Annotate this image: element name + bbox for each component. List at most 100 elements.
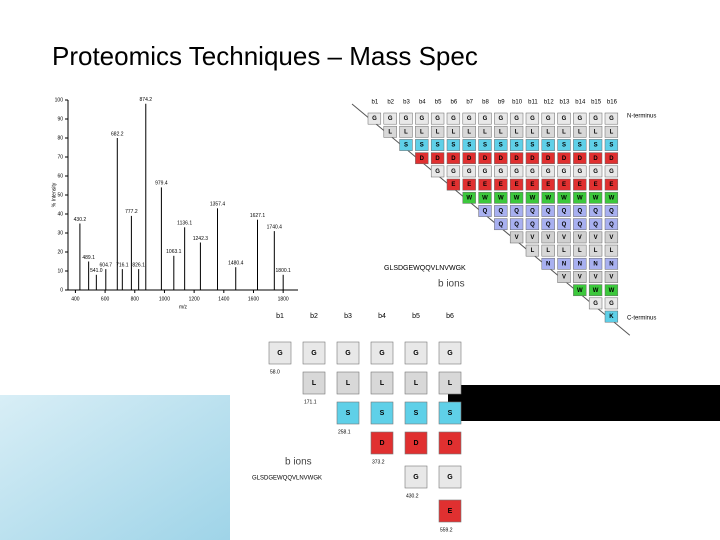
residue-cube <box>573 284 587 297</box>
ion-header: b11 <box>528 100 538 106</box>
residue-cube <box>557 152 571 165</box>
residue-letter: G <box>530 169 535 175</box>
residue-letter: V <box>578 275 582 281</box>
residue-cube <box>509 218 524 231</box>
residue-cube <box>438 401 462 425</box>
residue-letter: K <box>609 314 614 320</box>
residue-cube <box>573 165 587 178</box>
residue-cube <box>557 271 571 283</box>
residue-letter: Q <box>498 209 503 215</box>
residue-letter: S <box>346 410 351 417</box>
y-tick-label: 30 <box>57 230 63 236</box>
residue-letter: S <box>499 143 503 149</box>
residue-letter: E <box>578 182 582 188</box>
ion-header: b6 <box>451 100 458 106</box>
residue-letter: L <box>436 129 440 135</box>
residue-cube <box>604 257 619 270</box>
residue-cube <box>525 244 540 257</box>
residue-cube <box>557 165 571 178</box>
residue-cube <box>494 178 508 191</box>
residue-letter: G <box>345 350 351 357</box>
residue-letter: L <box>594 248 598 254</box>
residue-cube <box>494 125 508 138</box>
residue-cube <box>370 371 394 395</box>
ion-header: b5 <box>412 313 420 320</box>
peak-label: 541.0 <box>90 268 103 274</box>
residue-letter: L <box>594 129 598 135</box>
residue-cube <box>494 152 508 165</box>
residue-letter: Q <box>593 222 598 228</box>
spectrum: 400 600 800 1000 1200 1400 1600 1800 0 10 20 30 40 50… <box>51 97 298 310</box>
residue-letter: G <box>546 116 551 122</box>
residue-cube <box>573 244 587 257</box>
residue-letter: D <box>420 156 425 162</box>
residue-letter: L <box>546 129 550 135</box>
residue-letter: G <box>498 169 503 175</box>
residue-cube <box>604 231 619 244</box>
decor-bar <box>440 385 720 421</box>
residue-cube <box>588 244 603 257</box>
residue-cube <box>370 431 394 455</box>
ion-header: b1 <box>276 313 284 320</box>
residue-letter: L <box>531 248 535 254</box>
residue-letter: G <box>530 116 535 122</box>
residue-cube <box>588 165 603 178</box>
residue-letter: G <box>577 169 582 175</box>
residue-cube <box>557 257 571 270</box>
ion-mass: 430.2 <box>406 493 419 499</box>
ion-mass: 171.1 <box>304 399 317 405</box>
residue-letter: D <box>514 156 519 162</box>
x-tick-label: 1400 <box>218 296 229 302</box>
y-tick-label: 100 <box>55 97 64 103</box>
residue-cube <box>430 152 445 165</box>
residue-cube <box>604 191 619 204</box>
peak-label: 979.4 <box>155 181 168 187</box>
residue-cube <box>541 152 555 165</box>
residue-letter: D <box>447 440 452 447</box>
residue-cube <box>588 271 603 283</box>
residue-cube <box>557 178 571 191</box>
residue-cube <box>370 341 394 365</box>
residue-letter: L <box>448 380 453 387</box>
residue-cube <box>604 165 619 178</box>
ion-header: b12 <box>544 100 555 106</box>
peak-label: 1357.4 <box>210 202 226 208</box>
residue-letter: N <box>546 261 550 267</box>
residue-letter: L <box>414 380 419 387</box>
residue-letter: W <box>577 195 583 201</box>
y-tick-label: 10 <box>57 268 63 274</box>
ion-header: b2 <box>387 100 394 106</box>
residue-cube <box>557 231 571 244</box>
residue-letter: D <box>451 156 456 162</box>
residue-letter: G <box>467 116 472 122</box>
residue-cube <box>588 112 603 125</box>
residue-cube <box>588 152 603 165</box>
residue-cube <box>573 178 587 191</box>
residue-letter: G <box>593 116 598 122</box>
residue-letter: S <box>451 143 455 149</box>
residue-letter: Q <box>530 222 535 228</box>
residue-letter: Q <box>577 222 582 228</box>
residue-letter: G <box>514 116 519 122</box>
residue-letter: S <box>530 143 534 149</box>
peak-label: 430.2 <box>74 217 87 223</box>
peak-label: 826.1 <box>132 262 145 268</box>
x-tick-label: 1800 <box>278 296 289 302</box>
residue-letter: E <box>609 182 613 188</box>
residue-letter: L <box>467 129 471 135</box>
ion-header: b8 <box>482 100 489 106</box>
caption: b ions <box>438 279 465 290</box>
residue-letter: S <box>414 410 419 417</box>
residue-cube <box>573 139 587 151</box>
residue-cube <box>336 341 360 365</box>
residue-letter: V <box>594 235 598 241</box>
sequence: GLSDGEWQQVLNVWGK <box>384 265 466 272</box>
residue-cube <box>525 125 540 138</box>
residue-letter: V <box>609 235 613 241</box>
residue-cube <box>557 218 571 231</box>
residue-letter: G <box>609 169 614 175</box>
n-terminus: N-terminus <box>627 114 656 120</box>
y-tick-label: 70 <box>57 154 63 160</box>
residue-cube <box>604 152 619 165</box>
y-tick-label: 90 <box>57 116 63 122</box>
